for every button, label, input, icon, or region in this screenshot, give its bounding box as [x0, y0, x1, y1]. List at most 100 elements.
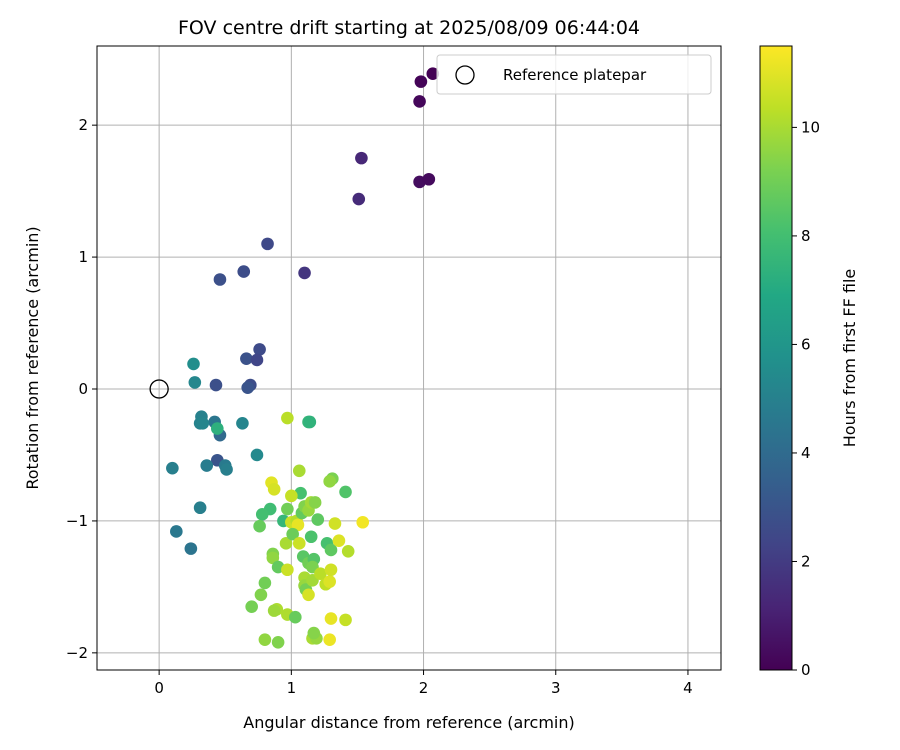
data-point — [308, 496, 322, 509]
data-point — [258, 633, 272, 646]
data-point — [422, 172, 436, 186]
data-point — [324, 563, 338, 577]
data-point — [304, 530, 318, 544]
data-point — [236, 417, 249, 430]
data-point — [220, 463, 233, 476]
data-point — [352, 192, 366, 206]
data-point — [237, 265, 251, 278]
data-point — [324, 612, 338, 625]
colorbar-tick-label: 6 — [801, 335, 811, 353]
data-point — [307, 626, 321, 640]
data-point — [271, 635, 285, 649]
data-point — [286, 527, 299, 541]
data-point — [285, 489, 298, 503]
data-point — [292, 537, 306, 550]
data-point — [281, 502, 294, 516]
y-tick-label: 1 — [78, 248, 88, 266]
data-point — [339, 485, 352, 499]
chart-title: FOV centre drift starting at 2025/08/09 … — [178, 17, 640, 39]
grid-lines — [97, 46, 721, 670]
data-point — [240, 352, 253, 365]
colorbar-tick-label: 8 — [801, 227, 811, 245]
data-point — [298, 266, 311, 280]
data-point — [311, 513, 325, 526]
data-point — [332, 534, 346, 548]
y-tick-label: −1 — [66, 512, 88, 530]
data-points — [166, 67, 440, 649]
data-point — [413, 95, 426, 108]
legend-entry-reference: Reference platepar — [503, 66, 647, 84]
legend-marker — [455, 65, 475, 85]
x-tick-label: 3 — [551, 679, 561, 697]
data-point — [339, 613, 352, 627]
data-point — [314, 567, 327, 580]
data-point — [166, 461, 179, 475]
y-tick-label: 2 — [78, 116, 88, 134]
colorbar-gradient — [759, 45, 793, 671]
data-point — [356, 515, 370, 529]
data-point — [281, 563, 294, 577]
colorbar: 0 2 4 6 8 10 Hours from first FF file — [759, 45, 859, 679]
data-point — [328, 517, 342, 530]
y-axis-ticks: −2 −1 0 1 2 — [66, 116, 97, 662]
x-tick-label: 2 — [419, 679, 429, 697]
data-point — [324, 543, 338, 557]
x-axis-label: Angular distance from reference (arcmin) — [243, 713, 574, 732]
data-point — [255, 508, 269, 521]
x-axis-ticks: 0 1 2 3 4 — [154, 670, 693, 697]
data-point — [170, 525, 183, 538]
data-point — [187, 357, 200, 371]
data-point — [253, 519, 266, 533]
x-tick-label: 1 — [287, 679, 297, 697]
colorbar-label: Hours from first FF file — [840, 269, 859, 448]
data-point — [184, 542, 198, 555]
data-point — [254, 588, 268, 602]
legend-box — [436, 54, 712, 95]
data-point — [414, 75, 428, 88]
y-axis-label: Rotation from reference (arcmin) — [23, 226, 42, 489]
data-point — [253, 343, 266, 356]
data-point — [266, 551, 280, 565]
data-point — [267, 604, 281, 617]
data-point — [281, 411, 294, 425]
legend: Reference platepar — [436, 54, 712, 95]
data-point — [323, 633, 336, 646]
data-point — [188, 376, 202, 389]
data-point — [303, 415, 317, 429]
colorbar-tick-label: 2 — [801, 552, 811, 570]
data-point — [291, 518, 305, 532]
data-point — [323, 575, 336, 588]
data-point — [323, 475, 336, 488]
y-tick-label: −2 — [66, 644, 88, 662]
data-point — [213, 273, 227, 286]
x-tick-label: 4 — [683, 679, 693, 697]
colorbar-tick-label: 4 — [801, 444, 811, 462]
y-tick-label: 0 — [78, 380, 88, 398]
data-point — [292, 464, 306, 478]
data-point — [250, 448, 264, 462]
colorbar-tick-label: 10 — [801, 118, 820, 136]
data-point — [241, 381, 255, 394]
data-point — [426, 67, 440, 81]
data-point — [355, 151, 368, 165]
data-point — [196, 417, 210, 430]
data-point — [209, 378, 223, 392]
data-point — [289, 610, 302, 624]
data-point — [200, 459, 214, 472]
data-point — [211, 422, 224, 435]
data-point — [258, 576, 272, 590]
colorbar-tick-label: 0 — [801, 661, 811, 679]
x-tick-label: 0 — [154, 679, 164, 697]
data-point — [267, 482, 281, 496]
data-point — [245, 600, 258, 613]
data-point — [250, 353, 264, 367]
data-point — [302, 588, 315, 602]
data-point — [193, 501, 207, 515]
data-point — [279, 537, 293, 550]
data-point — [341, 544, 355, 558]
reference-platepar-marker — [149, 379, 169, 399]
data-point — [261, 237, 274, 251]
plot-frame — [96, 45, 722, 671]
colorbar-ticks: 0 2 4 6 8 10 — [792, 118, 820, 679]
